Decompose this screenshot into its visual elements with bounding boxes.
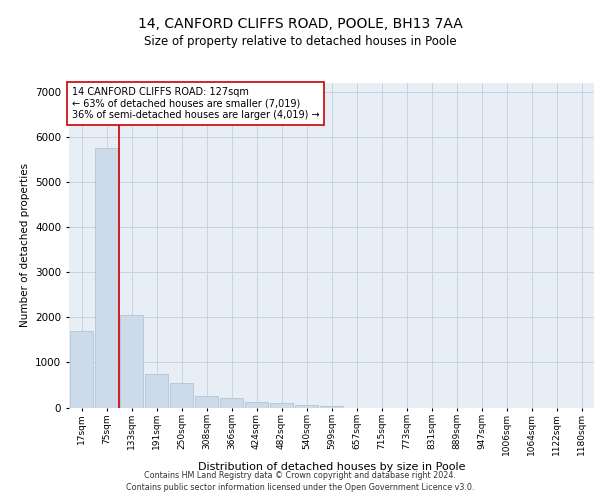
Text: 14 CANFORD CLIFFS ROAD: 127sqm
← 63% of detached houses are smaller (7,019)
36% : 14 CANFORD CLIFFS ROAD: 127sqm ← 63% of …	[71, 87, 319, 120]
X-axis label: Distribution of detached houses by size in Poole: Distribution of detached houses by size …	[198, 462, 465, 472]
Bar	[270, 404, 293, 407]
Bar	[195, 396, 218, 407]
Bar	[170, 382, 193, 407]
Bar	[220, 398, 243, 407]
Bar	[295, 405, 318, 407]
Text: 14, CANFORD CLIFFS ROAD, POOLE, BH13 7AA: 14, CANFORD CLIFFS ROAD, POOLE, BH13 7AA	[137, 18, 463, 32]
Bar	[320, 406, 343, 407]
Bar	[95, 148, 118, 407]
Bar	[120, 315, 143, 408]
Bar	[70, 331, 93, 407]
Text: Size of property relative to detached houses in Poole: Size of property relative to detached ho…	[143, 35, 457, 48]
Text: Contains HM Land Registry data © Crown copyright and database right 2024.
Contai: Contains HM Land Registry data © Crown c…	[126, 471, 474, 492]
Bar	[145, 374, 168, 408]
Y-axis label: Number of detached properties: Number of detached properties	[20, 163, 29, 327]
Bar	[245, 402, 268, 407]
